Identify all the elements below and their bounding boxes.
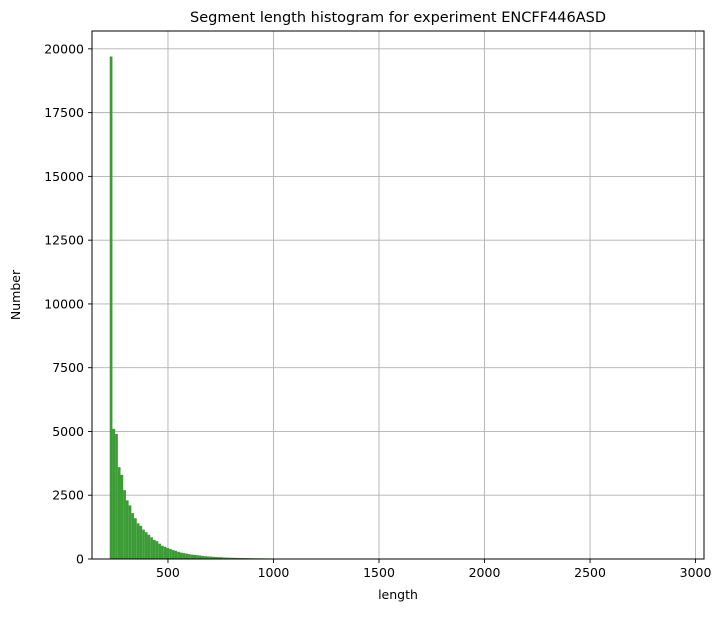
histogram-bar — [161, 546, 164, 559]
x-tick-label: 2500 — [574, 565, 606, 580]
histogram-bar — [110, 57, 113, 559]
x-tick-label: 2000 — [469, 565, 501, 580]
histogram-bar — [193, 555, 196, 559]
x-axis-label: length — [378, 587, 418, 602]
histogram-bar — [142, 530, 145, 559]
histogram-bar — [191, 555, 194, 559]
histogram-bar — [164, 547, 167, 559]
bars-layer — [110, 57, 394, 559]
histogram-bar — [123, 490, 126, 559]
histogram-bar — [180, 553, 183, 559]
y-tick-label: 2500 — [52, 488, 84, 503]
y-tick-label: 7500 — [52, 360, 84, 375]
histogram-bar — [196, 555, 199, 559]
y-tick-label: 5000 — [52, 424, 84, 439]
histogram-bar — [112, 429, 115, 559]
histogram-bar — [137, 523, 140, 559]
histogram-bar — [150, 537, 153, 559]
histogram-bar — [118, 467, 121, 559]
histogram-bar — [177, 552, 180, 559]
x-tick-label: 500 — [156, 565, 180, 580]
chart-title: Segment length histogram for experiment … — [190, 10, 606, 26]
histogram-bar — [156, 541, 159, 559]
histogram-bar — [166, 548, 169, 559]
histogram-bar — [148, 535, 151, 559]
histogram-bar — [145, 532, 148, 559]
y-tick-label: 0 — [76, 552, 84, 567]
histogram-bar — [153, 540, 156, 559]
plot-frame — [92, 31, 704, 559]
y-tick-label: 15000 — [44, 169, 84, 184]
x-tick-label: 1000 — [258, 565, 290, 580]
histogram-bar — [175, 551, 178, 559]
histogram-bar — [183, 553, 186, 559]
histogram-bar — [185, 554, 188, 559]
histogram-bar — [121, 475, 124, 559]
y-axis-label: Number — [8, 269, 23, 320]
y-tick-label: 20000 — [44, 41, 84, 56]
y-tick-label: 10000 — [44, 296, 84, 311]
histogram-bar — [158, 544, 161, 559]
histogram-bar — [134, 518, 137, 559]
x-tick-label: 3000 — [680, 565, 712, 580]
histogram-bar — [129, 505, 132, 559]
grid-layer — [92, 31, 704, 559]
x-tick-label: 1500 — [363, 565, 395, 580]
histogram-bar — [139, 526, 142, 559]
ticks-layer: 500 1000 1500 2000 2500 3000 0 2500 5000 7500 1000… — [44, 41, 711, 580]
y-tick-label: 12500 — [44, 233, 84, 248]
histogram-bar — [169, 549, 172, 559]
histogram-bar — [172, 550, 175, 559]
histogram-bar — [126, 500, 129, 559]
histogram-bar — [115, 434, 118, 559]
histogram-bar — [188, 554, 191, 559]
histogram-bar — [131, 513, 134, 559]
y-tick-label: 17500 — [44, 105, 84, 120]
histogram-bar — [199, 556, 202, 559]
